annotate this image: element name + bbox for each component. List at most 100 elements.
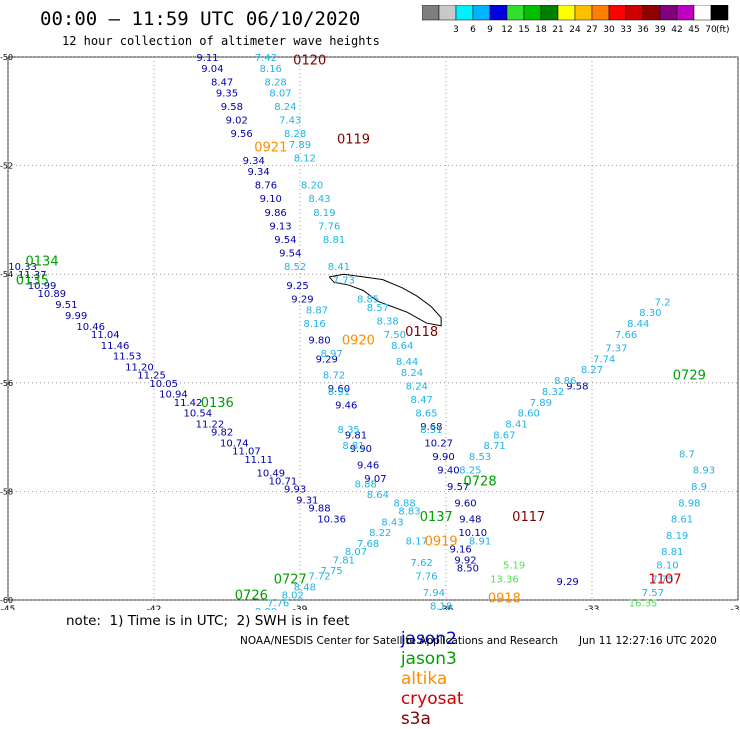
wave-height-value: 8.38 (376, 316, 398, 327)
y-tick-label: -52 (0, 162, 13, 171)
wave-height-value: 8.28 (265, 77, 287, 88)
pass-number-label: 0728 (464, 475, 497, 490)
wave-height-value: 8.88 (355, 479, 377, 490)
wave-height-value: 10.10 (458, 528, 487, 539)
colorbar-tick-label: 6 (470, 25, 476, 35)
wave-height-value: 7.50 (384, 330, 406, 341)
wave-height-value: 9.46 (335, 401, 357, 412)
wave-height-value: 9.34 (243, 156, 265, 167)
legend-cryosat: cryosat (400, 689, 464, 709)
colorbar-tick-label: 70 (705, 25, 717, 35)
wave-height-value: 8.9 (691, 482, 707, 493)
wave-height-value: 10.05 (149, 379, 178, 390)
pass-labels: 0120 0119 0921 0134 0135 0118 0920 0729 0136 0728… (16, 54, 706, 607)
colorbar-swatch (710, 5, 729, 21)
grid-lines (7, 56, 739, 601)
wave-height-value: 7.57 (642, 588, 664, 599)
wave-height-value: 9.68 (420, 422, 442, 433)
wave-height-value: 7.62 (411, 558, 433, 569)
pass-number-label: 0137 (420, 510, 453, 525)
wave-height-value: 8.50 (457, 563, 479, 574)
wave-height-value: 11.04 (91, 330, 120, 341)
pass-number-label: 0729 (673, 369, 706, 384)
wave-height-value: 8.47 (411, 395, 433, 406)
wave-height-value: 9.60 (328, 384, 350, 395)
wave-height-value: 8.24 (406, 382, 428, 393)
wave-height-value: 7.42 (255, 53, 277, 64)
wave-height-value: 8.32 (542, 387, 564, 398)
wave-height-value: 8.22 (369, 528, 391, 539)
south-georgia-island (328, 273, 442, 327)
wave-height-value: 10.94 (159, 390, 188, 401)
wave-height-value: 10.46 (76, 322, 105, 333)
wave-height-value: 9.99 (65, 311, 87, 322)
wave-height-value: 7.73 (333, 276, 355, 287)
wave-height-value: 8.51 (420, 425, 442, 436)
wave-height-value: 8.17 (406, 536, 428, 547)
wave-height-value: 8.81 (323, 235, 345, 246)
wave-height-value: 9.29 (291, 295, 313, 306)
wave-height-value: 7.72 (308, 572, 330, 583)
x-tick-label: -39 (293, 605, 308, 610)
wave-height-value: 10.71 (269, 477, 298, 488)
wave-height-value: 8.81 (661, 547, 683, 558)
wave-height-value: 9.80 (308, 335, 330, 346)
wave-height-value: 8.27 (581, 365, 603, 376)
coastline (328, 273, 442, 327)
wave-height-value: 9.11 (196, 53, 218, 64)
wave-height-value: 8.02 (282, 591, 304, 602)
x-tick-label: -36 (439, 605, 454, 610)
wave-height-value: 7.43 (279, 115, 301, 126)
wave-height-value: 8.19 (666, 531, 688, 542)
wave-height-value: 10.74 (220, 439, 249, 450)
wave-height-value: 8.83 (398, 506, 420, 517)
wave-height-value: 9.34 (248, 167, 270, 178)
wave-height-value: 7.74 (593, 354, 615, 365)
wave-height-value: 8.61 (671, 515, 693, 526)
wave-height-value: 9.13 (269, 221, 291, 232)
pass-number-label: 0918 (488, 591, 521, 606)
colorbar-tick-label: 42 (671, 25, 682, 35)
wave-height-value: 8.16 (260, 64, 282, 75)
wave-height-value: 9.92 (454, 555, 476, 566)
pass-number-label: 0921 (254, 141, 287, 156)
wave-height-value: 8.43 (308, 194, 330, 205)
wave-height-value: 9.35 (216, 88, 238, 99)
pass-number-label: 0727 (274, 572, 307, 587)
wave-height-value: 8.24 (401, 368, 423, 379)
chart-title: 00:00 – 11:59 UTC 06/10/2020 (40, 8, 361, 30)
legend-jason2: jason2 (400, 629, 457, 649)
wave-height-value: 9.10 (260, 194, 282, 205)
axis-labels: -45 -42 -39 -36 -33 -30 -50 -52 -54 -56 -58 -60 (0, 53, 740, 610)
x-tick-label: -42 (147, 605, 162, 610)
wave-height-value: 7.75 (321, 566, 343, 577)
data-points: 9.119.048.479.359.589.029.569.349.348.76… (8, 53, 715, 610)
x-tick-label: -45 (1, 605, 16, 610)
colorbar-tick-label: 24 (569, 25, 581, 35)
wave-height-map: -45 -42 -39 -36 -33 -30 -50 -52 -54 -56 -58 -60 9.1… (0, 53, 740, 610)
colorbar-tick-label: 18 (535, 25, 547, 35)
colorbar-tick-label: 21 (552, 25, 563, 35)
wave-height-value: 9.04 (201, 64, 223, 75)
wave-height-value: 8.44 (627, 319, 649, 330)
wave-height-value: 9.88 (308, 504, 330, 515)
wave-height-value: 11.22 (196, 420, 225, 431)
wave-height-value: 9.16 (449, 544, 471, 555)
wave-height-value: 8.07 (269, 88, 291, 99)
colorbar-unit: (ft) (716, 25, 730, 35)
colorbar-tick-label: 3 (453, 25, 459, 35)
wave-height-value: 7.94 (423, 588, 445, 599)
y-tick-label: -56 (0, 379, 13, 388)
wave-height-value: 8.91 (469, 536, 491, 547)
wave-height-value: 8.76 (255, 181, 277, 192)
wave-height-value: 8.48 (294, 582, 316, 593)
wave-height-value: 8.30 (639, 308, 661, 319)
wave-height-value: 8.86 (554, 376, 576, 387)
colorbar-tick-label: 15 (518, 25, 529, 35)
legend-s3a: s3a (400, 709, 431, 729)
wave-height-value: 10.54 (183, 409, 212, 420)
wave-height-value: 11.20 (125, 363, 154, 374)
pass-number-label: 0136 (201, 396, 234, 411)
wave-height-value: 10.36 (317, 515, 346, 526)
wave-height-value: 8.71 (484, 441, 506, 452)
